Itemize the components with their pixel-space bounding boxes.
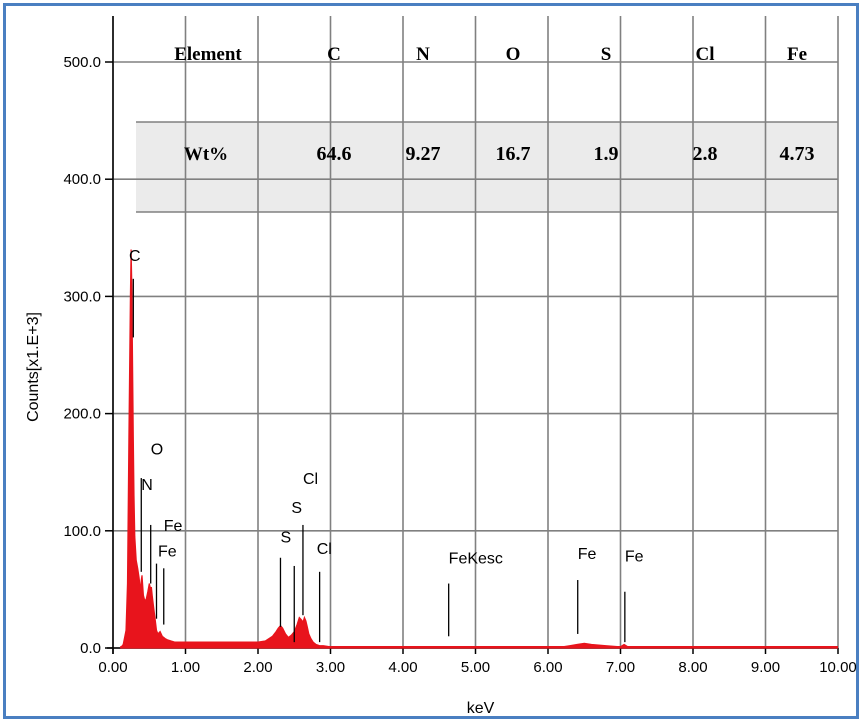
table-wt-value: 64.6 bbox=[317, 143, 352, 165]
x-tick-label: 7.00 bbox=[606, 659, 635, 676]
y-tick-label: 400.0 bbox=[63, 171, 101, 188]
table-element-header: Cl bbox=[696, 44, 715, 65]
table-wt-value: 1.9 bbox=[594, 143, 619, 165]
x-tick-label: 5.00 bbox=[461, 659, 490, 676]
peak-label: Fe bbox=[158, 544, 177, 561]
peak-label: Cl bbox=[303, 471, 318, 488]
peak-label: S bbox=[291, 500, 302, 517]
table-element-header: S bbox=[601, 44, 612, 65]
y-tick-label: 300.0 bbox=[63, 288, 101, 305]
x-tick-label: 1.00 bbox=[171, 659, 200, 676]
peak-label: C bbox=[129, 248, 141, 265]
table-element-header: C bbox=[327, 44, 341, 65]
table-row-background bbox=[136, 122, 838, 212]
table-header-label: Element bbox=[174, 44, 242, 65]
x-axis-label: keV bbox=[467, 700, 495, 717]
peak-label: Fe bbox=[625, 548, 644, 565]
peak-label: Cl bbox=[317, 541, 332, 558]
table-wt-value: 16.7 bbox=[496, 143, 531, 165]
peak-label: O bbox=[151, 442, 163, 459]
table-element-header: O bbox=[506, 44, 521, 65]
table-row-label: Wt% bbox=[184, 144, 228, 165]
table-element-header: Fe bbox=[787, 44, 807, 65]
peak-label: FeKesc bbox=[449, 551, 503, 568]
y-tick-label: 500.0 bbox=[63, 54, 101, 71]
table-wt-value: 4.73 bbox=[780, 143, 815, 165]
y-tick-label: 200.0 bbox=[63, 406, 101, 423]
x-tick-label: 4.00 bbox=[388, 659, 417, 676]
x-tick-label: 9.00 bbox=[751, 659, 780, 676]
x-tick-label: 6.00 bbox=[533, 659, 562, 676]
peak-label: N bbox=[141, 477, 153, 494]
peak-label: Fe bbox=[578, 546, 597, 563]
y-axis-label: Counts[x1.E+3] bbox=[25, 312, 42, 422]
table-wt-value: 2.8 bbox=[693, 143, 718, 165]
x-tick-label: 10.00 bbox=[819, 659, 857, 676]
table-element-header: N bbox=[416, 44, 430, 65]
y-tick-label: 0.0 bbox=[80, 640, 101, 657]
x-tick-label: 2.00 bbox=[243, 659, 272, 676]
peak-label: S bbox=[280, 530, 291, 547]
table-wt-value: 9.27 bbox=[406, 143, 441, 165]
x-tick-label: 3.00 bbox=[316, 659, 345, 676]
chart-frame bbox=[3, 3, 859, 719]
peak-label: Fe bbox=[164, 518, 183, 535]
y-tick-label: 100.0 bbox=[63, 523, 101, 540]
x-tick-label: 0.00 bbox=[98, 659, 127, 676]
x-tick-label: 8.00 bbox=[678, 659, 707, 676]
